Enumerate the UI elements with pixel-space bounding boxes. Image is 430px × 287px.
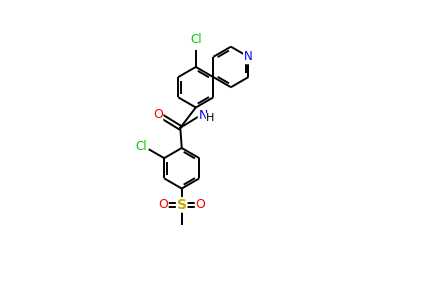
Text: O: O [195, 198, 205, 211]
Text: N: N [198, 109, 207, 122]
Text: H: H [206, 113, 214, 123]
Text: N: N [243, 50, 252, 63]
Text: Cl: Cl [135, 140, 146, 153]
Text: S: S [176, 198, 186, 212]
Text: Cl: Cl [190, 33, 201, 46]
Text: O: O [153, 108, 163, 121]
Text: O: O [158, 198, 168, 211]
